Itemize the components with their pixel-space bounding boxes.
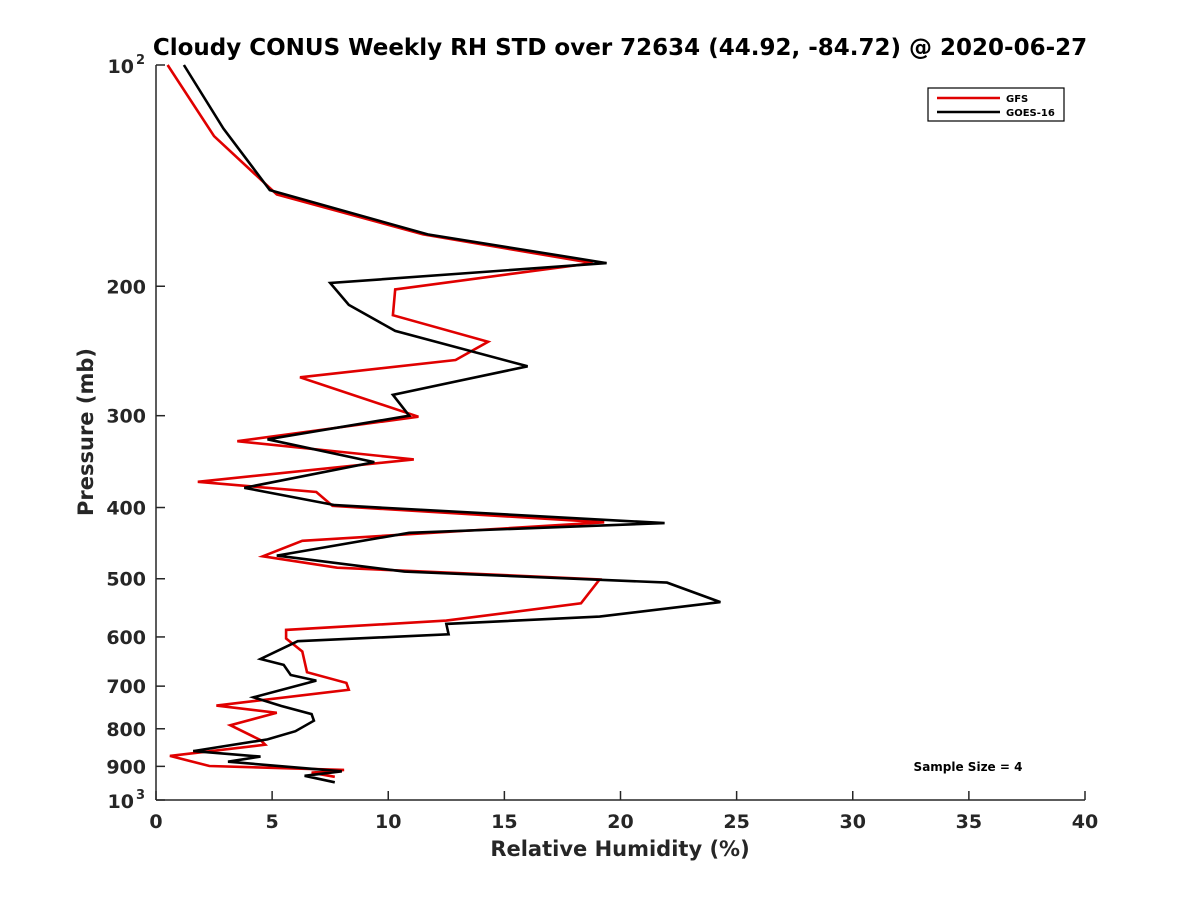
x-tick-label: 0 (149, 811, 162, 833)
legend-box (927, 87, 1065, 122)
x-tick-label: 15 (491, 811, 517, 833)
y-tick-label: 600 (106, 627, 146, 649)
x-tick-label: 10 (375, 811, 401, 833)
y-tick-label: 700 (106, 676, 146, 698)
y-tick-label-power: 10 2 (108, 53, 145, 78)
x-tick-label: 30 (840, 811, 866, 833)
legend-label: GOES-16 (1006, 108, 1055, 119)
y-tick-label: 400 (106, 498, 146, 520)
chart-title: Cloudy CONUS Weekly RH STD over 72634 (4… (153, 35, 1087, 61)
legend-label: GFS (1006, 94, 1028, 105)
y-tick-label: 800 (106, 719, 146, 741)
y-axis-label: Pressure (mb) (74, 348, 98, 516)
legend: GFS GOES-16 (927, 87, 1065, 122)
x-tick-label: 40 (1072, 811, 1098, 833)
x-tick-label: 35 (956, 811, 982, 833)
x-tick-label: 25 (723, 811, 749, 833)
y-tick-label: 200 (106, 276, 146, 298)
y-tick-label: 900 (106, 756, 146, 778)
series-line-goes-16 (182, 64, 721, 784)
x-axis-ticks: 0 5 10 15 20 25 30 35 40 (149, 791, 1098, 833)
y-tick-label-exponent: 3 (136, 788, 145, 803)
y-tick-label: 500 (106, 569, 146, 591)
y-tick-label-base: 10 (108, 791, 134, 813)
series-line-gfs (166, 64, 605, 779)
plot-area (166, 64, 721, 784)
y-tick-label-exponent: 2 (136, 53, 145, 68)
y-tick-label: 300 (106, 406, 146, 428)
sample-size-annotation: Sample Size = 4 (914, 760, 1023, 774)
x-axis-label: Relative Humidity (%) (490, 837, 749, 861)
x-tick-label: 5 (266, 811, 279, 833)
x-tick-label: 20 (607, 811, 633, 833)
y-tick-label-power: 10 3 (108, 788, 145, 813)
y-tick-label-base: 10 (108, 56, 134, 78)
